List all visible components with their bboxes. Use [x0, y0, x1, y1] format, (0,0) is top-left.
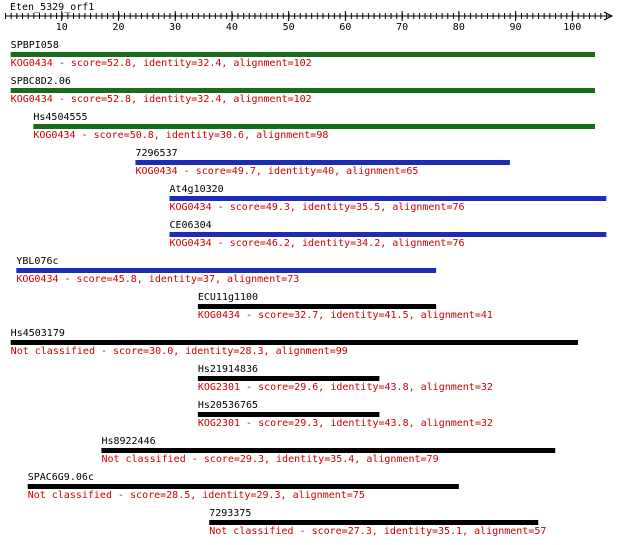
- tick-label: 30: [169, 22, 181, 33]
- hit-description: KOG0434 - score=46.2, identity=34.2, ali…: [170, 238, 465, 249]
- hit-name: 7296537: [135, 148, 177, 159]
- hit-description: Not classified - score=30.0, identity=28…: [11, 346, 348, 357]
- hit-description: KOG2301 - score=29.6, identity=43.8, ali…: [198, 382, 493, 393]
- hit-description: Not classified - score=28.5, identity=29…: [28, 490, 365, 501]
- hit-description: KOG0434 - score=49.3, identity=35.5, ali…: [170, 202, 465, 213]
- tick-label: 100: [563, 22, 581, 33]
- hit-description: KOG0434 - score=32.7, identity=41.5, ali…: [198, 310, 493, 321]
- tick-label: 10: [56, 22, 68, 33]
- hit-name: SPBPI058: [11, 40, 59, 51]
- query-title: Eten_5329_orf1: [10, 2, 94, 13]
- hit-description: Not classified - score=27.3, identity=35…: [209, 526, 546, 537]
- hit-description: KOG2301 - score=29.3, identity=43.8, ali…: [198, 418, 493, 429]
- hit-name: CE06304: [170, 220, 212, 231]
- hit-description: KOG0434 - score=50.8, identity=30.6, ali…: [33, 130, 328, 141]
- hit-name: YBL076c: [16, 256, 58, 267]
- alignment-bar: [27, 484, 459, 489]
- alignment-bar: [10, 88, 595, 93]
- tick-label: 50: [283, 22, 295, 33]
- tick-label: 60: [339, 22, 351, 33]
- hit-description: KOG0434 - score=52.8, identity=32.4, ali…: [11, 58, 312, 69]
- tick-label: 80: [453, 22, 465, 33]
- hit-name: SPBC8D2.06: [11, 76, 71, 87]
- alignment-bar: [16, 268, 437, 273]
- hit-name: SPAC6G9.06c: [28, 472, 94, 483]
- hit-description: Not classified - score=29.3, identity=35…: [101, 454, 438, 465]
- alignment-bar: [10, 52, 595, 57]
- alignment-bar: [169, 196, 607, 201]
- hit-description: KOG0434 - score=52.8, identity=32.4, ali…: [11, 94, 312, 105]
- tick-label: 90: [510, 22, 522, 33]
- hit-name: Hs4503179: [11, 328, 65, 339]
- alignment-bar: [209, 520, 539, 525]
- alignment-bar: [197, 304, 437, 309]
- hit-name: ECU11g1100: [198, 292, 258, 303]
- tick-label: 20: [112, 22, 124, 33]
- alignment-bar: [33, 124, 595, 129]
- alignment-bar: [101, 448, 556, 453]
- tick-label: 70: [396, 22, 408, 33]
- hit-name: At4g10320: [170, 184, 224, 195]
- hit-description: KOG0434 - score=45.8, identity=37, align…: [16, 274, 299, 285]
- hit-name: 7293375: [209, 508, 251, 519]
- alignment-bar: [169, 232, 607, 237]
- alignment-bar: [10, 340, 578, 345]
- hit-name: Hs8922446: [101, 436, 155, 447]
- hit-name: Hs20536765: [198, 400, 258, 411]
- tick-label: 40: [226, 22, 238, 33]
- hit-description: KOG0434 - score=49.7, identity=40, align…: [135, 166, 418, 177]
- alignment-bar: [135, 160, 510, 165]
- axis-arrow: [603, 11, 614, 21]
- alignment-bar: [197, 412, 380, 417]
- alignment-bar: [197, 376, 380, 381]
- hit-name: Hs4504555: [33, 112, 87, 123]
- hit-name: Hs21914836: [198, 364, 258, 375]
